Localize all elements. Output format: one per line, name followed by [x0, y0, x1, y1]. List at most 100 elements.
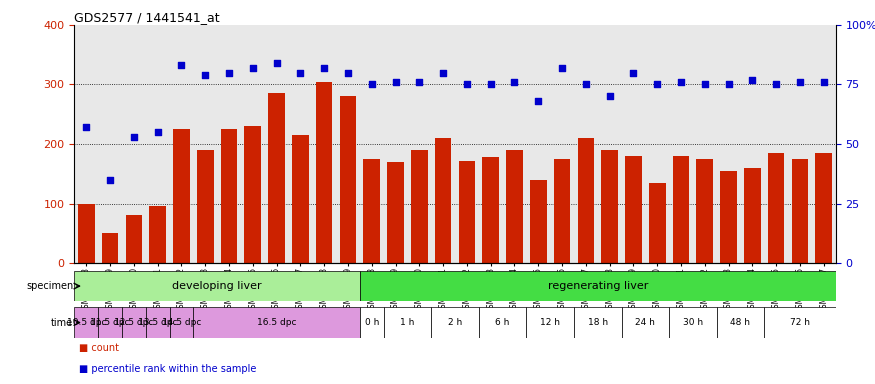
Bar [744, 168, 760, 263]
Bar [649, 183, 666, 263]
Bar [340, 96, 356, 263]
Bar [574, 307, 621, 338]
Text: 72 h: 72 h [790, 318, 810, 327]
Bar [625, 156, 641, 263]
Text: 14.5 dpc: 14.5 dpc [162, 318, 201, 327]
Point [222, 70, 236, 76]
Point [579, 81, 593, 88]
Bar [388, 162, 404, 263]
Text: 48 h: 48 h [731, 318, 751, 327]
Bar [244, 126, 261, 263]
Text: 10.5 dpc: 10.5 dpc [66, 318, 106, 327]
Text: 6 h: 6 h [495, 318, 510, 327]
Point [365, 81, 379, 88]
Bar [601, 150, 618, 263]
Bar [764, 307, 836, 338]
Point [174, 62, 188, 68]
Bar [717, 307, 764, 338]
Point [412, 79, 426, 85]
Point [246, 65, 260, 71]
Bar [197, 150, 214, 263]
Bar [122, 307, 146, 338]
Point [555, 65, 569, 71]
Bar [173, 129, 190, 263]
Text: time: time [51, 318, 74, 328]
Bar [150, 207, 166, 263]
Bar [696, 159, 713, 263]
Text: specimen: specimen [26, 281, 74, 291]
Text: 24 h: 24 h [635, 318, 655, 327]
Point [80, 124, 94, 131]
Bar [383, 307, 431, 338]
Point [388, 79, 402, 85]
Point [341, 70, 355, 76]
Point [746, 77, 760, 83]
Bar [292, 135, 309, 263]
Bar [220, 129, 237, 263]
Bar [98, 307, 122, 338]
Text: developing liver: developing liver [172, 281, 262, 291]
Bar [269, 93, 285, 263]
Bar [720, 171, 737, 263]
Bar [578, 138, 594, 263]
Point [816, 79, 830, 85]
Bar [431, 307, 479, 338]
Bar [792, 159, 808, 263]
Bar [479, 307, 527, 338]
Bar [527, 307, 574, 338]
Text: 1 h: 1 h [400, 318, 415, 327]
Text: 13.5 dpc: 13.5 dpc [138, 318, 178, 327]
Bar [102, 233, 118, 263]
Point [460, 81, 474, 88]
Bar [193, 307, 360, 338]
Bar [125, 215, 142, 263]
Bar [411, 150, 428, 263]
Text: 12 h: 12 h [540, 318, 560, 327]
Bar [669, 307, 717, 338]
Point [150, 129, 164, 135]
Bar [673, 156, 690, 263]
Point [697, 81, 711, 88]
Point [674, 79, 688, 85]
Point [626, 70, 640, 76]
Text: regenerating liver: regenerating liver [548, 281, 648, 291]
Point [127, 134, 141, 140]
Point [103, 177, 117, 183]
Text: ■ percentile rank within the sample: ■ percentile rank within the sample [79, 364, 256, 374]
Point [769, 81, 783, 88]
Bar [482, 157, 499, 263]
Bar [506, 150, 522, 263]
Point [436, 70, 450, 76]
Text: 11.5 dpc: 11.5 dpc [90, 318, 130, 327]
Text: 16.5 dpc: 16.5 dpc [257, 318, 297, 327]
Point [650, 81, 664, 88]
Point [793, 79, 807, 85]
Text: 18 h: 18 h [588, 318, 608, 327]
Point [484, 81, 498, 88]
Bar [78, 204, 94, 263]
Point [270, 60, 284, 66]
Point [531, 98, 545, 104]
Text: ■ count: ■ count [79, 343, 119, 353]
Bar [621, 307, 669, 338]
Bar [316, 81, 332, 263]
Bar [530, 180, 547, 263]
Bar [768, 153, 785, 263]
Text: 30 h: 30 h [682, 318, 703, 327]
Point [507, 79, 522, 85]
Bar [360, 271, 836, 301]
Bar [74, 307, 98, 338]
Bar [554, 159, 570, 263]
Bar [363, 159, 380, 263]
Text: GDS2577 / 1441541_at: GDS2577 / 1441541_at [74, 11, 220, 24]
Bar [74, 271, 360, 301]
Point [293, 70, 307, 76]
Text: 2 h: 2 h [448, 318, 462, 327]
Point [317, 65, 331, 71]
Bar [170, 307, 193, 338]
Text: 0 h: 0 h [365, 318, 379, 327]
Point [722, 81, 736, 88]
Bar [816, 153, 832, 263]
Point [199, 72, 213, 78]
Text: 12.5 dpc: 12.5 dpc [114, 318, 153, 327]
